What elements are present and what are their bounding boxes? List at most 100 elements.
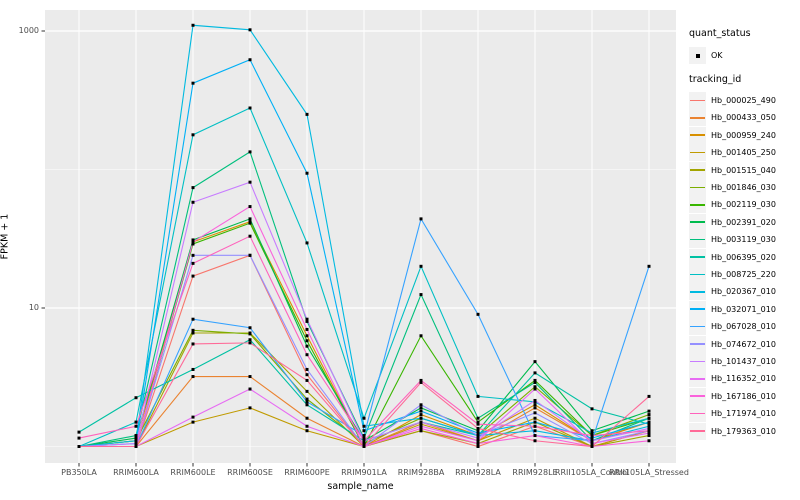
data-point	[419, 406, 423, 410]
data-point	[647, 431, 651, 435]
legend-label: Hb_074672_010	[711, 339, 776, 349]
data-point	[134, 445, 138, 448]
data-point	[647, 394, 651, 398]
data-point	[647, 429, 651, 433]
legend-key-line-icon	[690, 395, 705, 398]
y-tick-label: 10	[28, 303, 39, 312]
legend-key-line-icon	[690, 238, 705, 241]
data-point	[476, 420, 480, 424]
data-point	[533, 424, 537, 428]
legend-label: Hb_032071_010	[711, 304, 776, 314]
legend-key-box	[689, 335, 706, 353]
data-point	[305, 319, 309, 323]
legend-key-line-icon	[690, 377, 705, 380]
legend-label: Hb_171974_010	[711, 409, 776, 419]
data-point	[305, 353, 309, 357]
data-point	[647, 420, 651, 424]
data-point	[305, 339, 309, 343]
data-point	[419, 380, 423, 384]
data-point	[476, 436, 480, 440]
data-point	[533, 387, 537, 391]
legend-key-box	[689, 196, 706, 214]
legend-key-line-icon	[690, 290, 705, 293]
data-point	[191, 328, 195, 332]
legend-key-box	[689, 370, 706, 388]
data-point	[419, 217, 423, 221]
data-point	[191, 23, 195, 27]
data-point	[590, 429, 594, 433]
data-point	[419, 422, 423, 426]
data-point	[533, 406, 537, 410]
data-point	[134, 434, 138, 438]
data-point	[419, 403, 423, 407]
data-point	[305, 378, 309, 382]
data-point	[191, 367, 195, 371]
data-point	[305, 241, 309, 245]
data-point	[191, 342, 195, 346]
legend-key-box	[689, 422, 706, 440]
data-point	[590, 445, 594, 448]
data-point	[476, 442, 480, 446]
data-point	[191, 186, 195, 190]
data-point	[191, 242, 195, 246]
data-point	[191, 317, 195, 321]
data-point	[362, 434, 366, 438]
legend-key-line-icon	[690, 273, 705, 276]
data-point	[305, 400, 309, 404]
data-point	[305, 416, 309, 420]
data-point	[248, 387, 252, 391]
legend-key-line-icon	[690, 360, 705, 363]
legend-key-box	[689, 318, 706, 336]
data-point	[77, 445, 81, 448]
data-point	[305, 397, 309, 401]
data-point	[248, 341, 252, 345]
legend-key-line-icon	[690, 151, 705, 154]
data-point	[533, 439, 537, 443]
data-point	[533, 360, 537, 364]
legend-key-line-icon	[690, 99, 705, 102]
data-point	[248, 150, 252, 154]
data-point	[647, 264, 651, 268]
data-point	[533, 420, 537, 424]
data-point	[248, 58, 252, 62]
data-point	[305, 429, 309, 433]
data-point	[362, 429, 366, 433]
legend-label: Hb_116352_010	[711, 374, 776, 384]
data-point	[362, 445, 366, 448]
legend-key-box	[689, 248, 706, 266]
data-point	[533, 398, 537, 402]
legend-key-line-icon	[690, 221, 705, 224]
data-point	[647, 424, 651, 428]
data-point	[647, 422, 651, 426]
data-point	[476, 422, 480, 426]
legend-key-line-icon	[690, 256, 705, 258]
legend-key-box	[689, 231, 706, 249]
legend-key-box	[689, 144, 706, 162]
legend-title-tracking-id: tracking_id	[689, 74, 742, 85]
data-point	[419, 413, 423, 417]
data-point	[305, 344, 309, 348]
data-point	[248, 106, 252, 110]
legend-key-box	[689, 179, 706, 196]
data-point	[476, 426, 480, 430]
x-tick-label: RRIM600SE	[227, 468, 273, 477]
legend-key-line-icon	[690, 308, 705, 311]
data-point	[191, 261, 195, 265]
legend-label: Hb_002119_030	[711, 200, 776, 210]
data-point	[248, 338, 252, 342]
legend-key-line-icon	[690, 343, 705, 345]
x-tick-label: RRIM600PE	[284, 468, 330, 477]
x-tick-label: RRII105LA_Control	[554, 468, 630, 477]
y-tick-label: 1000	[18, 26, 39, 35]
data-point	[248, 221, 252, 225]
data-point	[419, 420, 423, 424]
legend-title-quant-status: quant_status	[689, 28, 751, 39]
legend-key-box	[689, 300, 706, 318]
data-point	[134, 420, 138, 424]
legend-key-line-icon	[690, 116, 705, 119]
data-point	[191, 274, 195, 278]
data-point	[647, 409, 651, 413]
legend-key-line-icon	[690, 325, 705, 328]
legend-key-line-icon	[690, 412, 705, 415]
